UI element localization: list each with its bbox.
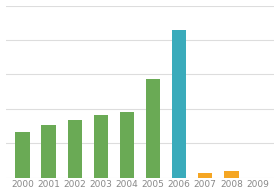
Bar xyxy=(15,132,30,178)
Bar xyxy=(198,173,213,178)
Bar xyxy=(41,125,56,178)
Bar xyxy=(67,120,82,178)
Bar xyxy=(146,79,160,178)
Bar xyxy=(224,171,239,178)
Bar xyxy=(120,112,134,178)
Bar xyxy=(94,115,108,178)
Bar xyxy=(172,30,186,178)
